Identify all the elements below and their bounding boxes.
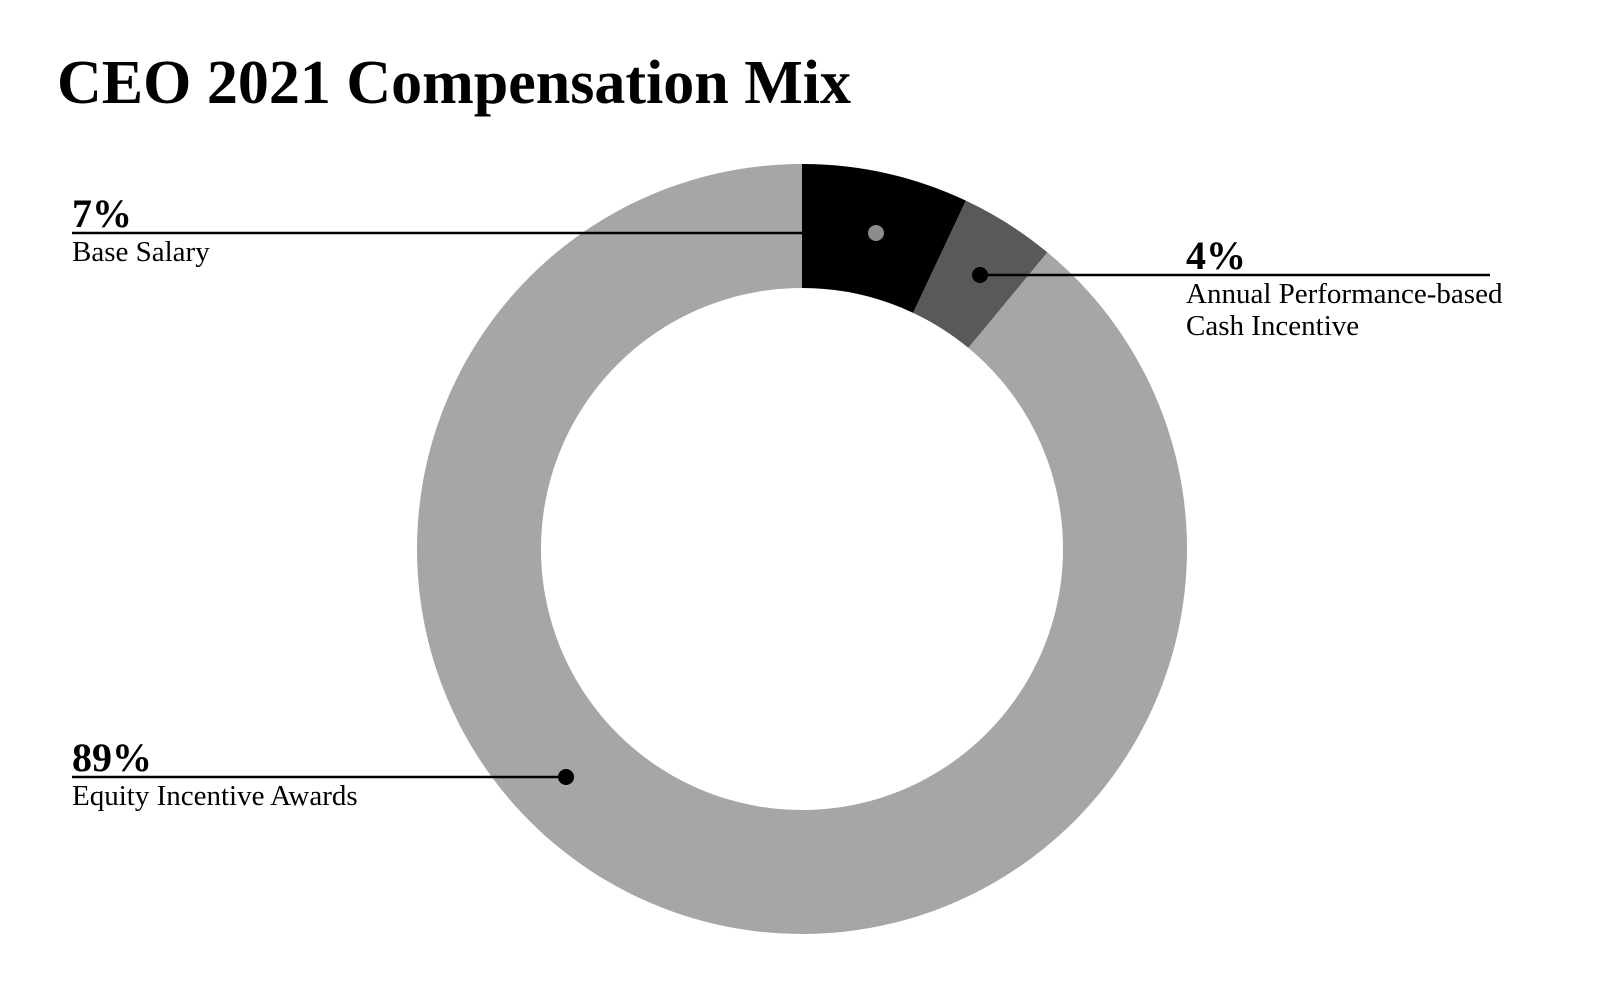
slice-base-salary [802, 164, 966, 313]
callout-pct-equity-incentive-awards: 89% [72, 735, 152, 780]
callout-pct-annual-cash-incentive: 4% [1186, 233, 1246, 278]
callout-label-base-salary: Base Salary [72, 236, 210, 268]
callout-pct-base-salary: 7% [72, 191, 132, 236]
leader-dot-equity-incentive-awards [558, 769, 574, 785]
leader-dot-base-salary [868, 225, 884, 241]
callout-label-equity-incentive-awards: Equity Incentive Awards [72, 780, 358, 812]
leader-dot-annual-performance-based [972, 267, 988, 283]
chart-title: CEO 2021 Compensation Mix [57, 49, 851, 117]
callout-label-annual-cash-incentive: Annual Performance-based Cash Incentive [1186, 278, 1503, 342]
slice-equity-incentive-awards [416, 163, 1187, 934]
